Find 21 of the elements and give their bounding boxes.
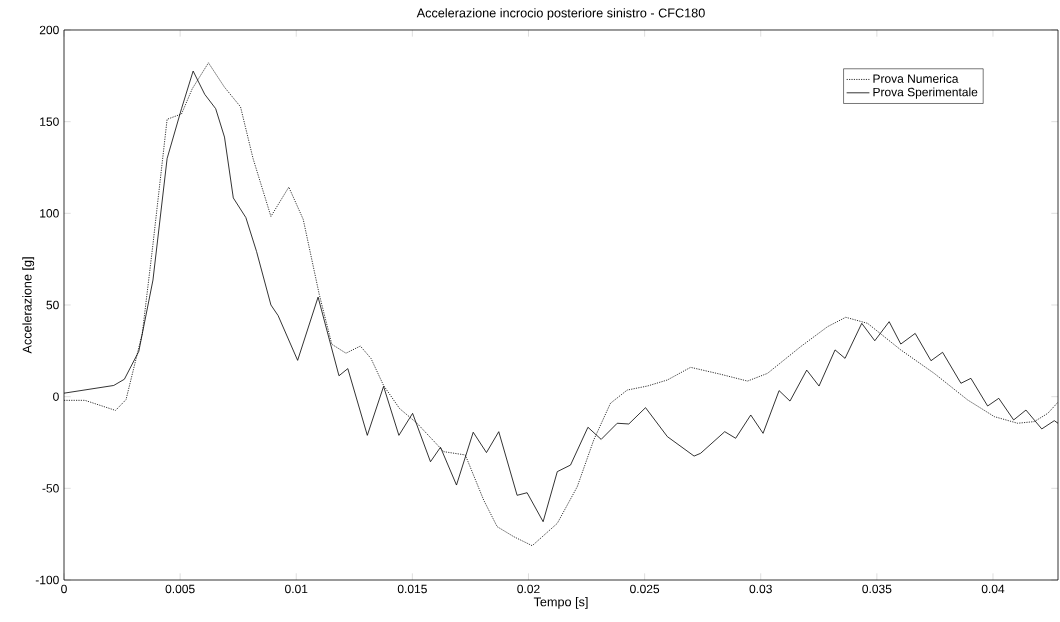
x-tick-label: 0.015: [397, 584, 427, 594]
y-tick-label: 150: [40, 117, 59, 126]
x-tick-label: 0.025: [630, 584, 660, 594]
y-tick-label: -100: [35, 575, 59, 585]
y-tick-label: 200: [39, 25, 59, 35]
x-tick-label: 0.03: [749, 584, 772, 594]
x-tick-label: 0.01: [285, 584, 308, 594]
legend-label: Prova Sperimentale: [873, 87, 978, 99]
y-axis-title: Accelerazione [g]: [22, 257, 35, 354]
chart-title: Accelerazione incrocio posteriore sinistro - CFC180: [416, 8, 705, 20]
y-tick-label: 100: [40, 209, 59, 218]
x-axis-title: Tempo [s]: [533, 597, 588, 609]
x-tick-label: 0.02: [517, 584, 540, 594]
x-tick-label: 0.035: [862, 584, 892, 594]
y-tick-label: 0: [53, 392, 59, 401]
y-tick-label: -50: [42, 484, 59, 493]
y-tick-label: 50: [46, 300, 59, 310]
x-tick-label: 0.04: [981, 584, 1005, 594]
x-tick-label: 0.005: [165, 584, 195, 594]
x-tick-label: 0: [61, 584, 67, 594]
legend-label: Prova Numerica: [873, 74, 959, 83]
